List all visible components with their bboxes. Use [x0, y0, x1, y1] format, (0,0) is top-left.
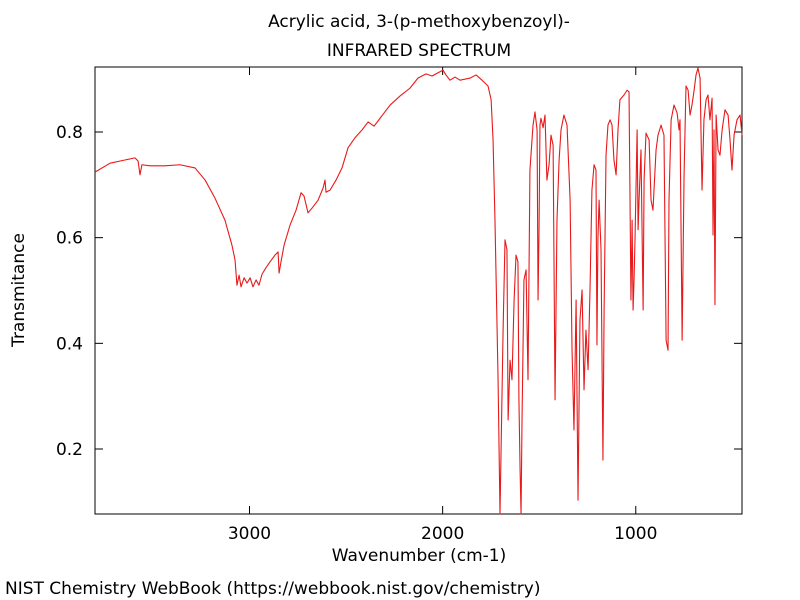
x-tick-label: 1000 — [614, 524, 657, 544]
x-tick-label: 2000 — [421, 524, 464, 544]
spectrum-line — [94, 67, 743, 515]
y-tick-label: 0.4 — [56, 334, 83, 354]
y-tick-label: 0.6 — [56, 229, 83, 249]
plot-frame — [94, 66, 743, 515]
y-tick-label: 0.2 — [56, 440, 83, 460]
chart-subtitle: INFRARED SPECTRUM — [327, 41, 511, 61]
y-axis-label: Transmitance — [9, 233, 29, 348]
chart-title: Acrylic acid, 3-(p-methoxybenzoyl)- — [268, 12, 570, 32]
y-tick-label: 0.8 — [56, 123, 83, 143]
x-tick-label: 3000 — [228, 524, 271, 544]
source-note: NIST Chemistry WebBook (https://webbook.… — [5, 579, 540, 599]
x-axis-label: Wavenumber (cm-1) — [332, 546, 507, 566]
